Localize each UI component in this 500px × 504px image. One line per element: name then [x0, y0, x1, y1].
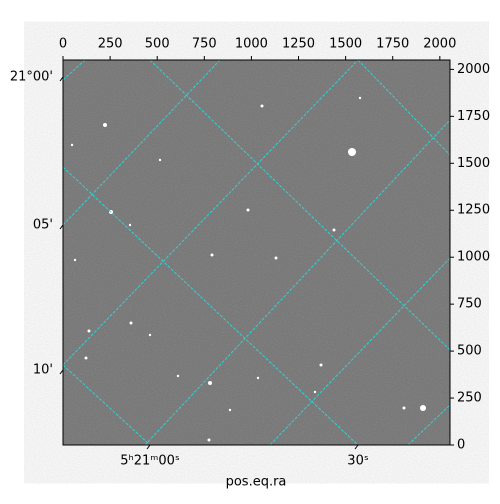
dec-tick-label: 21°00' — [10, 70, 53, 85]
y-tick-label: 0 — [457, 438, 465, 453]
dec-tick — [59, 224, 64, 230]
dec-tick — [59, 369, 64, 375]
stars — [70, 96, 426, 442]
y-tick-label: 750 — [457, 297, 482, 312]
x-tick-label: 2000 — [423, 37, 456, 52]
y-tick-label: 250 — [457, 391, 482, 406]
dec-tick — [59, 76, 64, 82]
y-tick-label: 1500 — [457, 156, 490, 171]
dec-tick-label: 05' — [33, 218, 53, 233]
y-tick-label: 2000 — [457, 62, 490, 77]
x-tick-label: 250 — [98, 37, 123, 52]
y-tick-label: 1000 — [457, 250, 490, 265]
ra-tick-label: 30ˢ — [347, 454, 369, 469]
ra-tick — [146, 444, 151, 450]
x-tick-label: 750 — [192, 37, 217, 52]
ra-tick — [354, 444, 359, 450]
x-tick-label: 500 — [145, 37, 170, 52]
x-tick-label: 1750 — [376, 37, 409, 52]
x-axis-label: pos.eq.ra — [226, 475, 287, 490]
y-tick-label: 500 — [457, 344, 482, 359]
image-noise — [63, 60, 450, 445]
y-tick-label: 1250 — [457, 203, 490, 218]
ra-tick-label: 5ʰ21ᵐ00ˢ — [120, 454, 180, 469]
x-tick-label: 1250 — [282, 37, 315, 52]
axes-frame — [62, 59, 451, 446]
x-tick-label: 0 — [59, 37, 67, 52]
dec-tick-label: 10' — [33, 363, 53, 378]
x-tick-label: 1500 — [329, 37, 362, 52]
coordinate-grid — [63, 60, 450, 445]
y-tick-label: 1750 — [457, 109, 490, 124]
x-tick-label: 1000 — [235, 37, 268, 52]
